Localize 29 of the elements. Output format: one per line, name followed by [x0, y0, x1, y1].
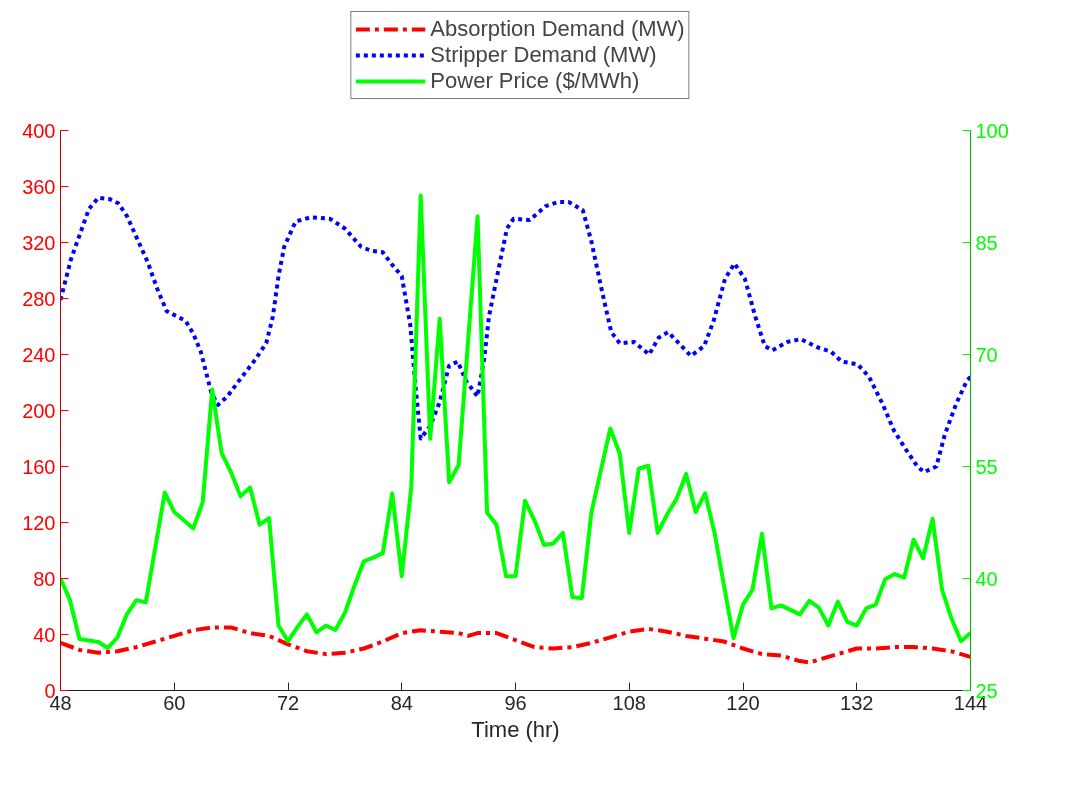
x-tick-label: 84 [390, 691, 413, 714]
legend-label: Power Price ($/MWh) [430, 68, 640, 94]
x-tick-label: 108 [612, 691, 646, 714]
y-tick-label: 120 [22, 511, 56, 534]
y2-tick-label: 100 [975, 119, 1009, 142]
y2-tick-label: 70 [975, 343, 998, 366]
legend-label: Absorption Demand (MW) [430, 16, 685, 42]
line-series [60, 625, 971, 665]
y-tick-label: 160 [22, 455, 56, 478]
y-tick-label: 240 [22, 343, 56, 366]
line-series [60, 193, 971, 650]
y2-tick-label: 40 [975, 567, 998, 590]
y-tick-label: 40 [33, 623, 56, 646]
y-tick-label: 320 [22, 231, 56, 254]
x-tick-label: 120 [726, 691, 760, 714]
x-tick-label: 72 [276, 691, 300, 714]
y-tick-label: 80 [33, 567, 56, 590]
x-tick-label: 60 [163, 691, 186, 714]
x-tick-label: 132 [840, 691, 874, 714]
y2-tick-label: 85 [975, 231, 998, 254]
legend-label: Stripper Demand (MW) [430, 42, 657, 68]
y-tick-label: 360 [22, 175, 56, 198]
y-tick-label: 200 [22, 399, 56, 422]
y-tick-label: 400 [22, 119, 56, 142]
y2-tick-label: 55 [975, 455, 998, 478]
y-tick-label: 280 [22, 287, 56, 310]
x-tick-label: 96 [504, 691, 527, 714]
line-series [60, 195, 971, 475]
x-axis-title: Time (hr) [471, 716, 560, 742]
